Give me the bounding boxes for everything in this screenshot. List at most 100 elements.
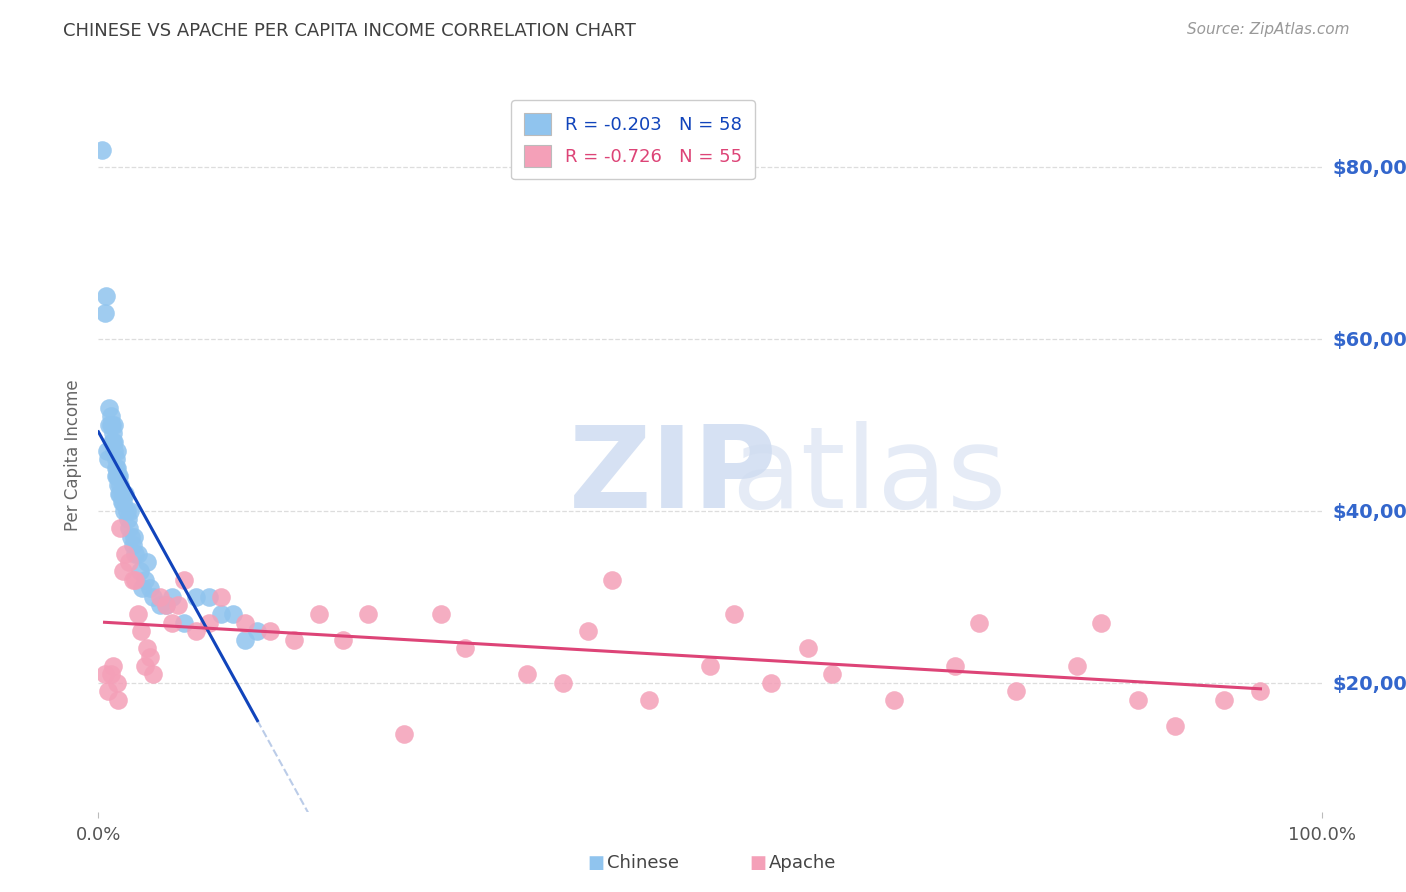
Point [98,417,121,432]
Point [127,547,149,561]
Text: CHINESE VS APACHE PER CAPITA INCOME CORRELATION CHART: CHINESE VS APACHE PER CAPITA INCOME CORR… [63,22,636,40]
Point [308,607,330,621]
Point [1090,615,1112,630]
Point [129,564,152,578]
Point [107,469,129,483]
Point [108,486,131,500]
Point [139,650,162,665]
Point [110,521,132,535]
Point [1004,684,1026,698]
Point [120,530,142,544]
Point [101,417,124,432]
Point [167,599,190,613]
Point [222,607,245,621]
Point [797,641,820,656]
Point [392,727,416,741]
Point [115,504,138,518]
Point [103,435,125,450]
Point [356,607,378,621]
Text: Chinese: Chinese [607,855,679,872]
Point [94,289,117,303]
Point [111,564,134,578]
Point [1066,658,1088,673]
Point [134,658,156,673]
Point [104,460,127,475]
Point [118,555,141,569]
Point [100,417,122,432]
Point [105,460,128,475]
Point [142,667,165,681]
Text: Apache: Apache [769,855,837,872]
Point [1164,719,1187,733]
Point [103,417,125,432]
Point [883,693,905,707]
Point [967,615,990,630]
Point [110,486,132,500]
Point [111,495,134,509]
Point [121,573,143,587]
Point [97,684,120,698]
Point [121,538,143,552]
Point [101,658,124,673]
Point [117,512,139,526]
Point [100,409,122,424]
Point [103,443,125,458]
Point [105,469,128,483]
Point [101,435,124,450]
Point [454,641,477,656]
Point [173,573,195,587]
Text: ZIP: ZIP [569,421,778,532]
Point [96,443,118,458]
Point [699,658,721,673]
Point [233,632,256,647]
Point [118,521,141,535]
Point [283,632,305,647]
Point [101,426,124,441]
Point [107,693,129,707]
Point [1249,684,1271,698]
Point [186,590,208,604]
Point [160,615,183,630]
Text: Source: ZipAtlas.com: Source: ZipAtlas.com [1187,22,1350,37]
Point [600,573,623,587]
Point [149,599,172,613]
Point [114,486,136,500]
Point [98,401,121,415]
Point [821,667,844,681]
Point [111,486,134,500]
Point [332,632,354,647]
Point [197,615,219,630]
Point [111,495,134,509]
Point [246,624,269,639]
Point [122,530,145,544]
Text: atlas: atlas [731,421,1007,532]
Point [515,667,537,681]
Point [173,615,195,630]
Point [127,607,149,621]
Point [259,624,281,639]
Point [107,478,129,492]
Point [101,435,124,450]
Point [104,452,127,467]
Legend: R = -0.203   N = 58, R = -0.726   N = 55: R = -0.203 N = 58, R = -0.726 N = 55 [512,100,755,179]
Y-axis label: Per Capita Income: Per Capita Income [65,379,83,531]
Point [943,658,966,673]
Point [104,469,127,483]
Point [155,599,177,613]
Point [136,555,159,569]
Point [1128,693,1150,707]
Point [723,607,745,621]
Point [124,573,146,587]
Point [93,306,115,320]
Point [197,590,219,604]
Point [97,452,120,467]
Point [149,590,172,604]
Point [100,667,122,681]
Point [209,590,232,604]
Text: ■: ■ [588,855,605,872]
Point [93,667,115,681]
Point [108,469,131,483]
Point [114,547,136,561]
Point [761,675,783,690]
Point [155,599,177,613]
